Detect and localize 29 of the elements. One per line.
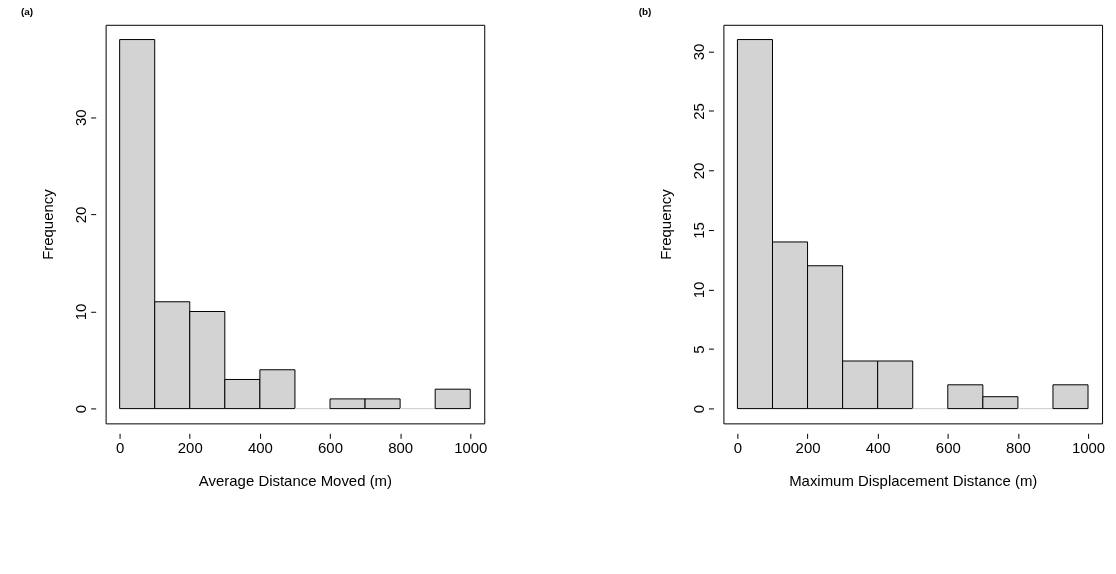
x-tick-label: 800 bbox=[1005, 438, 1031, 456]
x-tick-label: 1000 bbox=[1071, 438, 1106, 456]
x-axis-title: Maximum Displacement Distance (m) bbox=[789, 471, 1038, 489]
y-tick-label: 15 bbox=[689, 222, 707, 239]
y-tick-label: 5 bbox=[689, 345, 707, 354]
x-tick-label: 800 bbox=[388, 438, 414, 456]
y-axis-title: Frequency bbox=[39, 188, 57, 260]
x-tick-label: 600 bbox=[318, 438, 343, 456]
x-axis-title: Average Distance Moved (m) bbox=[198, 471, 393, 489]
x-tick-label: 400 bbox=[247, 438, 273, 456]
x-tick-label: 0 bbox=[733, 438, 743, 456]
x-tick-label: 200 bbox=[177, 438, 203, 456]
x-tick-label: 600 bbox=[935, 438, 961, 456]
y-axis-title: Frequency bbox=[657, 188, 675, 260]
chart-title: (a) bbox=[20, 5, 34, 17]
x-tick-label: 400 bbox=[865, 438, 891, 456]
y-tick-label: 0 bbox=[689, 404, 707, 414]
y-tick-label: 20 bbox=[689, 162, 707, 180]
y-tick-label: 10 bbox=[72, 303, 90, 321]
x-tick-label: 0 bbox=[115, 438, 125, 456]
x-tick-label: 1000 bbox=[454, 438, 488, 456]
y-tick-label: 20 bbox=[72, 206, 90, 224]
chart-title: (b) bbox=[638, 5, 652, 17]
y-tick-label: 0 bbox=[72, 404, 90, 414]
y-tick-label: 10 bbox=[689, 281, 707, 299]
y-tick-label: 30 bbox=[689, 43, 707, 61]
y-tick-label: 30 bbox=[72, 109, 90, 127]
y-tick-label: 25 bbox=[689, 103, 707, 120]
x-tick-label: 200 bbox=[795, 438, 821, 456]
